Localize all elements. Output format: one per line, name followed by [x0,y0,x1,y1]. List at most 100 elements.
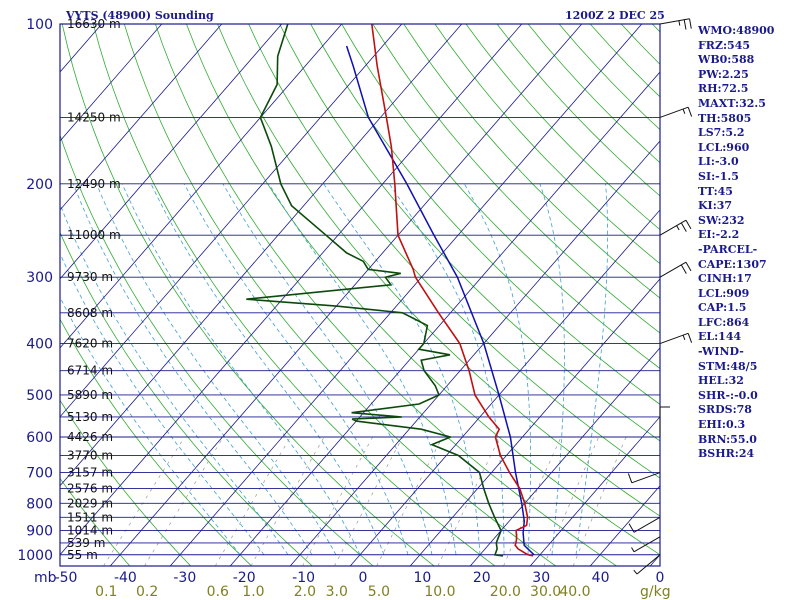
mixing-ratio-line [376,436,443,566]
mixing-ratio-tick-label: 5.0 [368,584,390,600]
height-label: 2576 m [67,481,113,495]
temperature-tick-label: -10 [292,570,315,586]
mixing-ratio-tick-label: 20.0 [490,584,521,600]
wind-barb [659,261,692,278]
temperature-tick-label: 30 [532,570,550,586]
index-line: LCL:909 [698,286,750,300]
isotherm [529,416,660,566]
background-lines [60,24,660,566]
height-label: 16630 m [67,17,121,31]
profiles [246,24,535,557]
index-line: TT:45 [698,184,733,198]
mixing-ratio-tick-label: 0.2 [136,584,158,600]
mixing-ratio-line [572,436,627,566]
temperature-tick-label: 0 [359,570,368,586]
height-label: 2029 m [67,496,113,510]
moist-adiabat [539,183,565,555]
height-label: 14250 m [67,110,121,124]
pressure-tick-label: 900 [26,523,53,539]
dry-adiabat [60,477,131,566]
height-label: 4426 m [67,430,113,444]
temperature-tick-label: 0 [656,570,665,586]
isotherm [60,24,343,349]
isotherm [229,71,660,566]
isotherm [60,24,223,211]
height-label: 5890 m [67,388,113,402]
temperature-tick-label: -50 [55,570,78,586]
wind-barbs [627,18,693,575]
mixing-ratio-line [144,436,224,566]
axis-labels: 16630 m 14250 m 12490 m 11000 m 9730 m 8608 m… [17,17,670,600]
index-line: EI:-2.2 [698,228,740,242]
wind-barb [659,219,692,236]
index-line: STM:48/5 [698,359,758,373]
mixing-ratio-unit-label: g/kg [640,584,671,600]
mixing-ratio-tick-label: 1.0 [242,584,264,600]
dry-adiabat [60,399,191,566]
index-line: FRZ:545 [698,38,751,52]
dry-adiabat [248,24,660,479]
index-line: WMO:48900 [698,24,775,37]
index-line: LFC:864 [698,315,750,329]
isotherm [349,209,660,566]
index-line: WB0:588 [698,53,755,67]
dry-adiabat [155,24,617,566]
dry-adiabat [123,24,557,566]
mixing-ratio-tick-label: 0.6 [207,584,229,600]
height-label: 5130 m [67,410,113,424]
index-line: SHR-:-0.0 [698,388,758,402]
height-label: 8608 m [67,306,113,320]
isotherm [60,24,283,280]
dry-adiabat [186,24,660,556]
dewpoint-profile [246,24,504,557]
index-line: SI:-1.5 [698,169,739,183]
pressure-tick-label: 100 [26,17,53,33]
temperature-tick-label: 40 [592,570,610,586]
moist-adiabat [73,183,313,556]
moist-adiabat [575,183,608,555]
pressure-tick-label: 400 [26,337,53,353]
mixing-ratio-tick-label: 0.1 [95,584,117,600]
wind-barb [659,106,693,118]
dry-adiabat [217,24,660,517]
temperature-tick-label: 20 [473,570,491,586]
wind-barb [659,18,692,30]
pressure-tick-label: 200 [26,177,53,193]
height-label: 3770 m [67,448,113,462]
dry-adiabat [60,318,252,566]
mixing-ratio-line [543,436,600,566]
height-label: 1511 m [67,510,113,524]
isotherm [469,347,660,566]
index-line: EHI:0.3 [698,418,746,432]
dry-adiabat [310,24,660,405]
mixing-ratio-line [214,436,291,566]
index-line: BRN:55.0 [698,432,757,446]
isotherm [289,140,660,566]
index-line: SW:232 [698,213,745,227]
mixing-ratio-line [103,436,185,566]
pressure-tick-label: 600 [26,430,53,446]
temperature-tick-label: -30 [173,570,196,586]
pressure-tick-label: 1000 [17,548,53,564]
isotherm [60,24,403,418]
index-line: PW:2.25 [698,67,749,81]
index-line: KI:37 [698,199,733,213]
wind-barb [659,332,693,345]
temperature-tick-label: 10 [413,570,431,586]
index-line: -PARCEL- [698,242,758,256]
mixing-ratio-line [250,436,325,566]
plot-frame [59,23,661,567]
moist-adiabat [183,183,409,555]
height-label: 3157 m [67,466,113,480]
wind-barb [633,554,661,575]
height-label: 12490 m [67,177,121,191]
index-line: CAPE:1307 [698,257,767,271]
dry-adiabat [372,24,660,334]
mixing-ratio-line [437,436,501,566]
pressure-unit-label: mb [34,570,57,586]
height-label: 1014 m [67,523,113,537]
wind-barb [631,536,661,553]
pressure-tick-label: 800 [26,496,53,512]
index-line: SRDS:78 [698,403,752,417]
